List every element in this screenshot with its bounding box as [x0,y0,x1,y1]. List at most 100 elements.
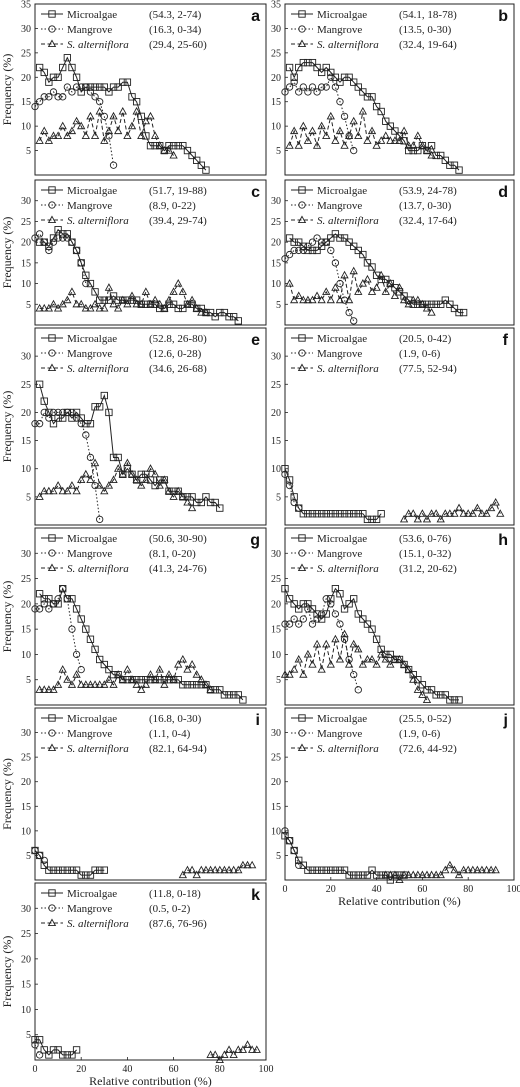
data-point [372,283,381,291]
data-point [395,132,404,140]
data-point [35,590,44,598]
data-point [77,83,85,91]
legend-name: Mangrove [317,728,362,740]
data-point [192,303,201,312]
data-point [141,287,151,295]
data-point [331,136,340,144]
data-point [381,870,390,879]
data-point [54,93,62,101]
data-point [432,300,440,308]
data-point [224,865,234,874]
data-point [427,150,436,159]
data-point [49,866,58,874]
data-point [59,1051,67,1059]
x-tick-label: 40 [372,884,382,895]
data-point [290,246,298,255]
legend-marker [48,201,56,209]
data-point [100,296,108,304]
series-mangrove [281,595,362,694]
data-point [468,509,477,517]
data-point [308,58,317,67]
legend-stat: (53.9, 24-78) [399,185,457,197]
y-tick-label: 30 [21,904,31,915]
data-point [308,660,317,668]
data-point [53,131,63,139]
data-point [49,234,58,242]
y-tick-label: 15 [271,97,281,108]
data-point [322,595,330,603]
data-point [146,464,155,472]
legend-entry: Mangrove (16.3, 0-34) [41,24,202,36]
legend-entry: Microalgae (54.3, 2-74) [41,9,202,21]
data-point [197,681,205,689]
y-axis-label: Frequency (%) [0,391,14,463]
y-tick-label: 15 [271,625,281,636]
y-axis-label: Frequency (%) [0,936,14,1008]
data-point [336,866,344,874]
data-point [123,299,132,308]
data-point [336,234,344,242]
legend-stat: (13.5, 0-30) [399,24,452,36]
data-point [141,475,151,484]
data-point [299,670,308,678]
data-point [40,856,48,864]
data-point [294,291,303,300]
panel-letter: j [503,712,508,729]
data-point [35,492,44,500]
data-point [395,871,404,879]
panel-h: 5 10 15 20 25 30 h Microalgae (53.6, 0-76) Mangro… [271,527,515,706]
legend-entry: Microalgae (25.5, 0-52) [291,713,452,725]
data-point [414,676,422,684]
data-point [58,299,67,308]
data-point [128,93,136,101]
data-point [150,675,160,683]
data-point [59,93,67,101]
data-point [123,676,132,684]
y-tick-label: 25 [21,217,31,228]
data-point [285,595,294,603]
data-point [201,308,211,316]
data-point [313,234,321,242]
data-point [91,645,99,654]
y-tick-label: 30 [21,728,31,739]
data-point [418,681,427,689]
data-point [109,680,118,688]
legend-marker [47,363,57,372]
data-point [308,605,317,613]
data-point [90,299,100,308]
data-point [197,304,205,313]
legend-entry: Mangrove (8.9, 0-22) [41,200,196,212]
series-mangrove [31,846,48,864]
y-tick-label: 20 [21,238,31,249]
data-point [86,88,95,96]
data-point [63,675,72,683]
data-point [350,146,358,155]
data-point [308,866,317,874]
legend-entry: Mangrove (15.1, 0-32) [291,548,452,560]
data-point [142,676,150,684]
data-point [137,685,146,693]
data-point [137,676,145,684]
y-tick-label: 10 [271,122,281,133]
data-point [31,234,39,242]
data-point [179,304,187,313]
y-tick-label: 30 [271,24,281,35]
y-tick-label: 10 [21,464,31,475]
legend-entry: Mangrove (8.1, 0-20) [41,548,196,560]
data-point [35,685,44,693]
data-point [390,870,400,879]
data-point [326,111,335,120]
legend-stat: (15.1, 0-32) [399,548,452,560]
data-point [340,510,349,518]
data-point [49,420,58,428]
data-point [436,514,445,523]
data-point [391,127,399,135]
data-point [193,156,201,164]
data-point [146,299,155,308]
legend-name: Mangrove [317,348,362,360]
data-point [127,469,137,478]
data-point [303,136,313,144]
data-point [72,299,81,308]
y-tick-label: 5 [276,675,281,686]
